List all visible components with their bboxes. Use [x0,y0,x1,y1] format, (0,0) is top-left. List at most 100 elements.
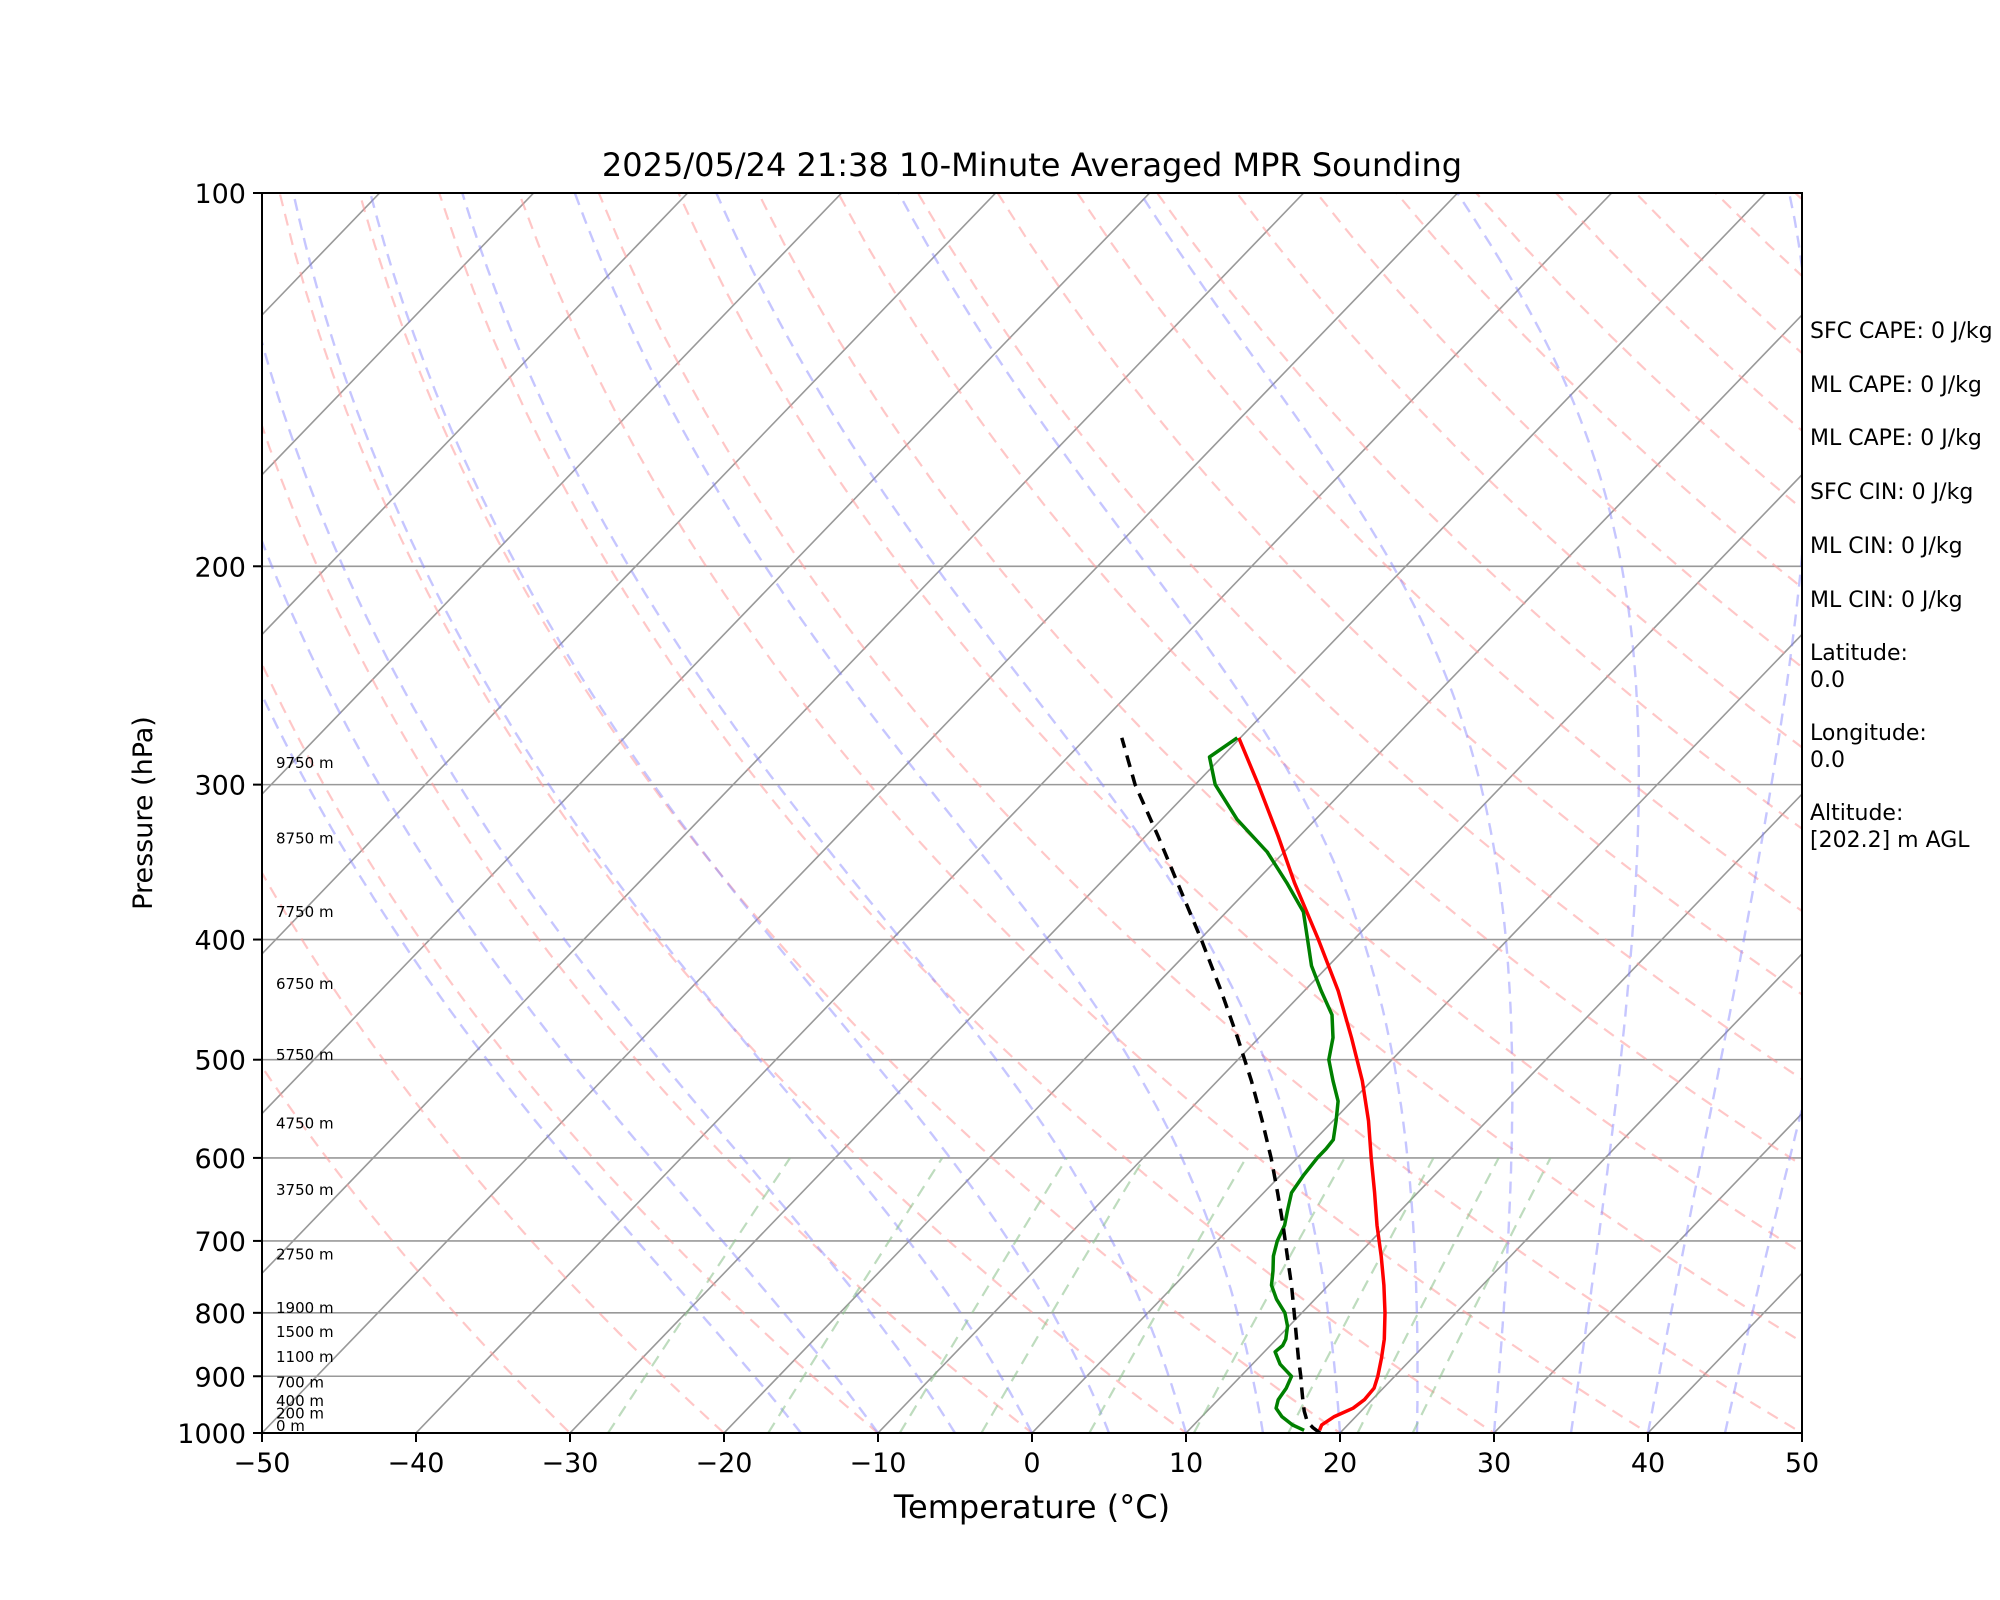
y-tick-label: 900 [194,1362,246,1393]
mixing-ratio-line [1192,1157,1346,1433]
ml-cape-text-2: ML CAPE: 0 J/kg [1810,426,1982,451]
x-axis-label: Temperature (°C) [893,1488,1170,1526]
y-tick-label: 1000 [177,1419,246,1450]
latitude-text: Latitude: 0.0 [1810,641,1908,693]
y-tick-label: 300 [194,771,246,802]
mixing-ratio-line [898,1157,1068,1433]
dry-adiabat-line [358,193,1342,1433]
height-label: 200 m [276,1404,324,1422]
sfc-cape-text: SFC CAPE: 0 J/kg [1810,319,1993,344]
moist-adiabat-line [715,193,1342,1433]
height-label: 9750 m [276,754,334,772]
dry-adiabat-line [278,193,1188,1433]
height-label: 5750 m [276,1046,334,1064]
isotherm-line [262,193,1305,1275]
height-label: 1900 m [276,1299,334,1317]
plot-frame [261,192,1803,1434]
dry-adiabat-line [597,193,1802,1433]
isotherm-line [722,313,1802,1433]
isotherm-line [1184,792,1802,1433]
height-label: 400 m [276,1392,324,1410]
height-label: 2750 m [276,1245,334,1263]
isotherm-line [262,193,997,955]
ml-cape-text: ML CAPE: 0 J/kg [1810,373,1982,398]
isotherm-line [414,193,1613,1433]
moist-adiabat-line [369,193,1111,1433]
profile-lines [1120,736,1387,1433]
moist-adiabat-line [262,692,802,1433]
height-label: 700 m [276,1373,324,1391]
isotherm-line [1030,633,1802,1433]
moist-adiabat-line [1139,193,1514,1433]
x-tick-label: 0 [1023,1448,1040,1479]
moist-adiabat-line [897,193,1419,1433]
isotherm-line [262,193,1459,1433]
dry-adiabat-line [837,193,1802,1167]
x-tick-label: −10 [850,1448,907,1479]
axis-ticks: −50 −40 −30 −20 −10 0 10 20 30 40 50 100 200 300 400 50… [177,179,1819,1479]
dry-adiabat-line [757,193,1802,1255]
isotherm-line [876,473,1802,1433]
ml-cin-text: ML CIN: 0 J/kg [1810,534,1963,559]
isotherm-line [262,193,1151,1115]
mixing-ratio-line [767,1157,944,1433]
x-tick-label: −20 [696,1448,753,1479]
height-label: 1500 m [276,1323,334,1341]
isotherm-line [568,193,1767,1433]
height-label: 8750 m [276,830,334,848]
dry-adiabat-line [1236,193,1802,749]
isotherm-line [1338,952,1802,1433]
isotherm-line [1492,1112,1802,1433]
mixing-ratio-line [607,1157,792,1433]
dry-adiabat-line [262,661,880,1433]
moist-adiabat-line [292,193,1034,1433]
isotherm-line [0,136,126,1459]
mixing-ratio-line [1088,1157,1247,1433]
moist-adiabat-line [573,193,1265,1433]
height-label: 0 m [276,1417,305,1435]
x-tick-label: −50 [234,1448,291,1479]
moist-adiabat-line [1646,193,1802,1433]
dry-adiabat-line [677,193,1802,1344]
y-tick-label: 200 [194,552,246,583]
dry-adiabat-line [438,193,1496,1433]
mixing-ratio-line [1356,1157,1500,1433]
x-tick-label: −30 [542,1448,599,1479]
isotherm-line [262,193,535,476]
x-tick-label: 40 [1631,1448,1665,1479]
y-axis-label: Pressure (hPa) [128,716,159,910]
x-tick-label: 20 [1323,1448,1357,1479]
dewpoint-profile [1207,736,1340,1432]
altitude-text: Altitude: [202.2] m AGL [1810,801,1970,853]
y-tick-label: 400 [194,926,246,957]
dry-adiabat-line [262,870,726,1433]
x-tick-label: 10 [1169,1448,1203,1479]
height-label: 6750 m [276,975,334,993]
dry-adiabat-line [1076,193,1802,913]
y-tick-label: 600 [194,1144,246,1175]
height-label: 4750 m [276,1114,334,1132]
y-tick-label: 800 [194,1299,246,1330]
y-tick-label: 500 [194,1046,246,1077]
dry-adiabat-line [517,193,1651,1433]
sfc-cin-text: SFC CIN: 0 J/kg [1810,480,1974,505]
dry-adiabat-line [262,422,1034,1433]
moist-adiabat-line [461,193,1188,1433]
chart-title: 2025/05/24 21:38 10-Minute Averaged MPR … [602,146,1462,184]
mixing-ratio-line [980,1157,1146,1433]
ml-cin-text-2: ML CIN: 0 J/kg [1810,588,1963,613]
x-tick-label: −40 [388,1448,445,1479]
height-label: 3750 m [276,1181,334,1199]
parcel-profile [1120,737,1322,1433]
dry-adiabat-line [1156,193,1802,831]
mixing-ratio-line [1411,1157,1552,1433]
isotherm-line [262,193,843,796]
x-tick-label: 50 [1785,1448,1819,1479]
isotherm-line [262,193,689,636]
moist-adiabat-line [262,338,957,1433]
moist-adiabat-line [262,537,879,1433]
mixing-ratio-line [1287,1157,1435,1433]
height-label: 7750 m [276,903,334,921]
